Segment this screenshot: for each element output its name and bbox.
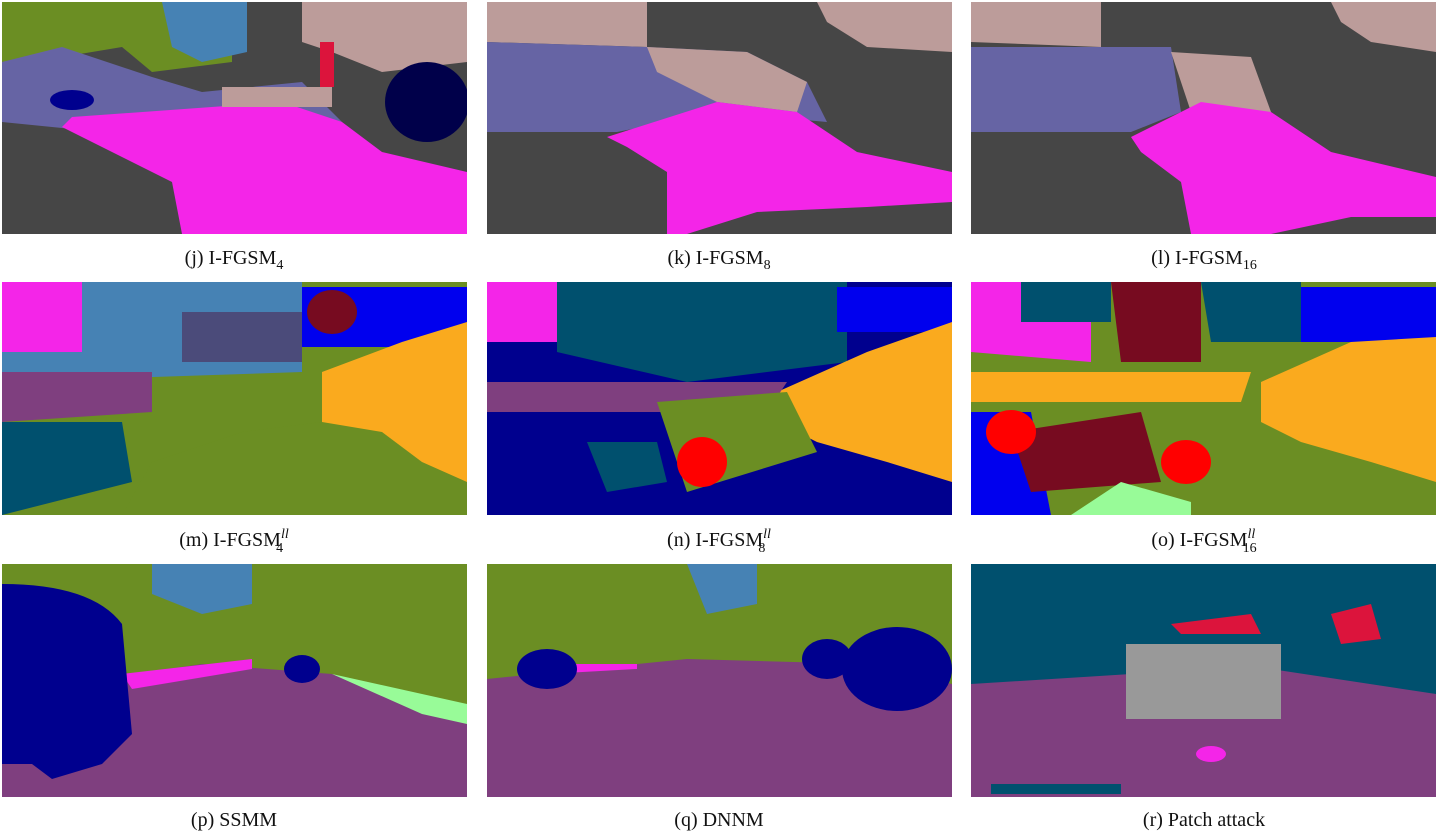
caption-subscript: 16 [1243, 258, 1257, 273]
segmentation-map [2, 282, 467, 515]
caption-label: (p) SSMM [191, 809, 277, 831]
segmentation-map [971, 2, 1436, 234]
caption-superscript: ll [281, 527, 289, 542]
caption: (k) I-FGSM8 [667, 247, 770, 273]
caption-subscript: 4 [276, 541, 283, 556]
segmentation-map [487, 2, 952, 234]
caption-label: (j) I-FGSM [185, 247, 277, 269]
caption: (q) DNNM [674, 809, 764, 831]
caption: (o) I-FGSMll 16 [1151, 527, 1256, 556]
caption-label: (k) I-FGSM [667, 247, 763, 269]
caption-subscript: 4 [276, 258, 283, 273]
caption: (n) I-FGSMll 8 [667, 527, 771, 556]
segmentation-map [2, 564, 467, 797]
caption: (r) Patch attack [1143, 809, 1265, 831]
caption-subscript: 8 [764, 258, 771, 273]
caption-subscript: 16 [1243, 541, 1257, 556]
caption: (p) SSMM [191, 809, 277, 831]
segmentation-map [971, 282, 1436, 515]
caption-label: (l) I-FGSM [1151, 247, 1243, 269]
caption-label: (r) Patch attack [1143, 809, 1265, 831]
segmentation-map [971, 564, 1436, 797]
segmentation-map [487, 564, 952, 797]
caption-superscript: ll [1247, 527, 1255, 542]
caption-superscript: ll [763, 527, 771, 542]
caption-label: (n) I-FGSM [667, 529, 763, 551]
caption-label: (q) DNNM [674, 809, 764, 831]
segmentation-map [487, 282, 952, 515]
caption-label: (m) I-FGSM [179, 529, 281, 551]
caption-label: (o) I-FGSM [1151, 529, 1247, 551]
caption: (m) I-FGSMll 4 [179, 527, 289, 556]
caption: (l) I-FGSM16 [1151, 247, 1257, 273]
caption-subscript: 8 [758, 541, 765, 556]
segmentation-map [2, 2, 467, 234]
caption: (j) I-FGSM4 [185, 247, 284, 273]
